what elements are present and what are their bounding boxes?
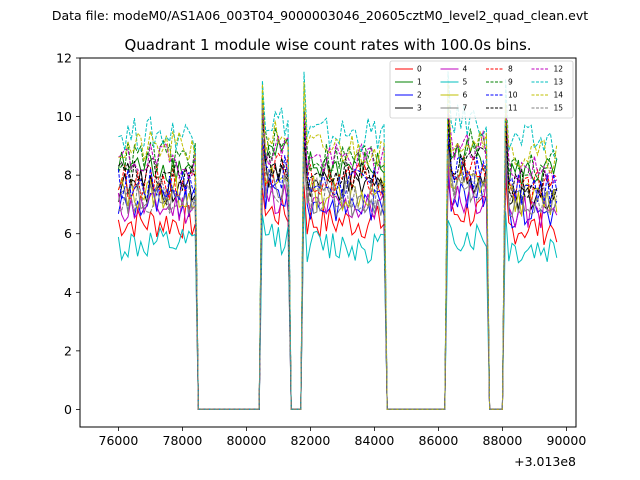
series-layer bbox=[117, 71, 558, 410]
series-line-13 bbox=[118, 71, 558, 410]
y-tick-label: 12 bbox=[56, 51, 72, 66]
legend-label-1: 1 bbox=[417, 78, 422, 87]
legend-label-2: 2 bbox=[417, 91, 422, 100]
legend-label-15: 15 bbox=[554, 104, 564, 113]
legend-label-6: 6 bbox=[463, 91, 468, 100]
x-tick-label: 78000 bbox=[163, 433, 203, 448]
legend-label-13: 13 bbox=[554, 78, 564, 87]
y-tick-label: 10 bbox=[56, 109, 72, 124]
legend-label-14: 14 bbox=[554, 91, 564, 100]
legend-label-3: 3 bbox=[417, 104, 422, 113]
x-tick-label: 86000 bbox=[419, 433, 459, 448]
legend-label-7: 7 bbox=[463, 104, 468, 113]
x-tick-label: 76000 bbox=[99, 433, 139, 448]
legend-label-8: 8 bbox=[508, 65, 513, 74]
series-line-15 bbox=[118, 142, 558, 410]
series-line-14 bbox=[118, 81, 558, 410]
series-line-5 bbox=[117, 198, 558, 410]
legend-label-4: 4 bbox=[463, 65, 468, 74]
y-tick-label: 6 bbox=[64, 226, 72, 241]
legend-label-12: 12 bbox=[554, 65, 564, 74]
y-tick-label: 8 bbox=[64, 168, 72, 183]
legend-box bbox=[389, 60, 574, 119]
y-tick-label: 0 bbox=[64, 402, 72, 417]
legend-label-11: 11 bbox=[508, 104, 518, 113]
x-tick-label: 84000 bbox=[355, 433, 395, 448]
y-tick-label: 2 bbox=[64, 343, 72, 358]
y-tick-label: 4 bbox=[64, 285, 72, 300]
figure-suptitle: Data file: modeM0/AS1A06_003T04_90000030… bbox=[52, 8, 588, 23]
legend-label-10: 10 bbox=[508, 91, 518, 100]
legend-label-0: 0 bbox=[417, 65, 422, 74]
x-tick-label: 80000 bbox=[227, 433, 267, 448]
x-axis: 76000 78000 80000 82000 84000 86000 88000 90000 bbox=[99, 427, 587, 448]
y-axis: 0 2 4 6 8 10 12 bbox=[56, 51, 80, 417]
x-offset-label: +3.013e8 bbox=[514, 454, 576, 469]
legend-label-5: 5 bbox=[463, 78, 468, 87]
legend-label-9: 9 bbox=[508, 78, 513, 87]
x-tick-label: 82000 bbox=[291, 433, 331, 448]
x-tick-label: 88000 bbox=[483, 433, 523, 448]
plot-frame bbox=[79, 57, 577, 428]
x-tick-label: 90000 bbox=[547, 433, 587, 448]
chart-title: Quadrant 1 module wise count rates with … bbox=[124, 36, 531, 54]
